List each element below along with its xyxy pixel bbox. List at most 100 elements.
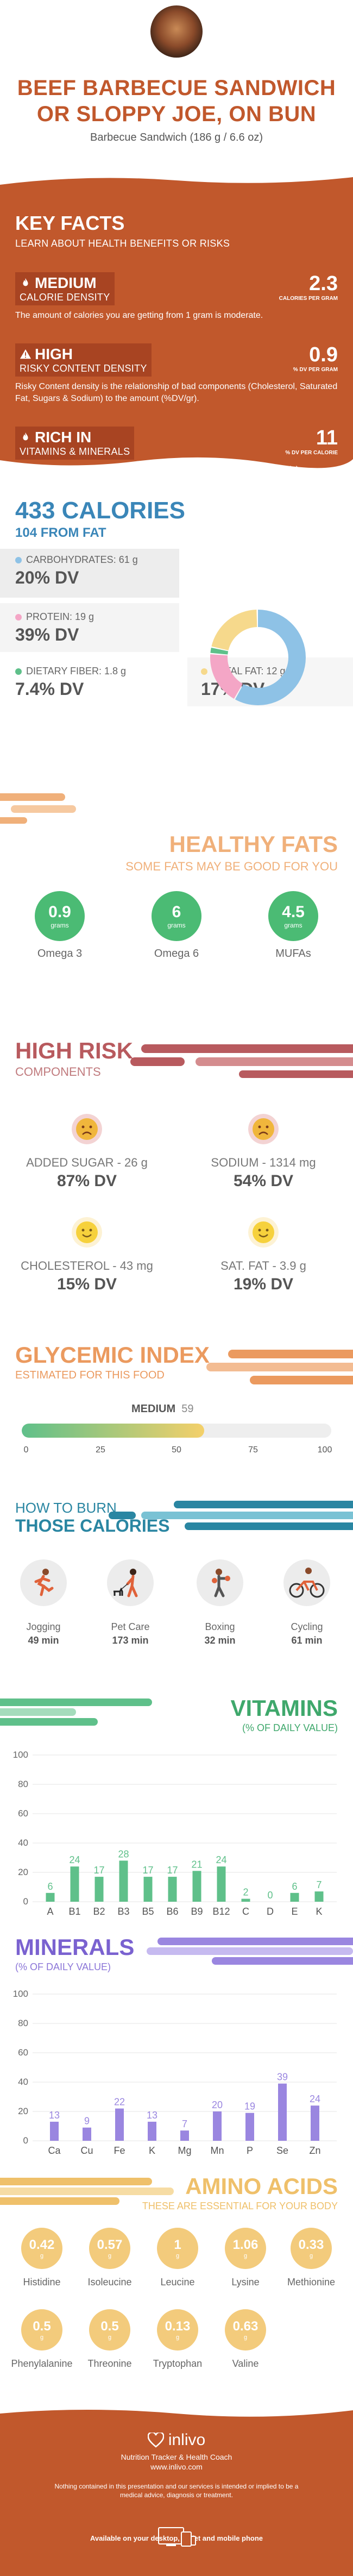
key-fact-risky-content: HIGH RISKY CONTENT DENSITY 0.9 % DV PER … bbox=[15, 343, 338, 405]
risk-dv: 54% DV bbox=[233, 1172, 294, 1190]
amino-item-isoleucine: 0.57 g Isoleucine bbox=[74, 2228, 145, 2288]
x-tick-label: B2 bbox=[93, 1906, 105, 1917]
protein-dot bbox=[15, 613, 22, 621]
amino-unit: g bbox=[108, 2253, 112, 2259]
bar-value-label: 21 bbox=[191, 1859, 202, 1870]
vitamins-bar-chart: 0204060801006A24B117B228B317B517B621B924… bbox=[13, 1750, 337, 1917]
amino-title: AMINO ACIDS bbox=[185, 2173, 338, 2199]
bar-value-label: 13 bbox=[147, 2110, 157, 2121]
boxing-icon bbox=[212, 1569, 230, 1597]
y-tick-label: 80 bbox=[18, 2018, 28, 2028]
glycemic-bar bbox=[22, 1424, 331, 1438]
calories-section: 433 CALORIES 104 FROM FAT CARBOHYDRATES:… bbox=[0, 473, 353, 831]
amino-name: Lysine bbox=[231, 2277, 260, 2287]
glycemic-tick: 100 bbox=[317, 1445, 332, 1455]
macro-carbohydrates: CARBOHYDRATES: 61 g 20% DV bbox=[15, 554, 138, 588]
high-risk-section: HIGH RISK COMPONENTS ADDED SUGAR - 26 g … bbox=[0, 1038, 353, 1342]
fire-icon bbox=[23, 278, 28, 286]
amino-value: 1.06 bbox=[232, 2237, 259, 2252]
x-tick-label: P bbox=[247, 2145, 253, 2156]
burn-circle bbox=[107, 1559, 154, 1606]
x-tick-label: E bbox=[291, 1906, 298, 1917]
amino-value: 1 bbox=[174, 2237, 181, 2252]
amino-acids-section: AMINO ACIDS THESE ARE ESSENTIAL FOR YOUR… bbox=[0, 2173, 353, 2418]
fat-value: 4.5 bbox=[282, 903, 305, 921]
page-title: BEEF BARBECUE SANDWICH OR SLOPPY JOE, ON… bbox=[0, 75, 353, 127]
brand-logo[interactable]: inlivo bbox=[0, 2418, 353, 2449]
bottom-wave-decoration bbox=[0, 457, 353, 473]
y-tick-label: 40 bbox=[18, 1838, 28, 1848]
y-tick-label: 0 bbox=[23, 1896, 28, 1907]
amino-name: Histidine bbox=[23, 2277, 61, 2287]
x-tick-label: B6 bbox=[166, 1906, 178, 1917]
x-tick-label: Zn bbox=[309, 2145, 320, 2156]
key-fact-name: RISKY CONTENT DENSITY bbox=[20, 363, 147, 374]
bar bbox=[148, 2121, 156, 2141]
amino-badge: 0.5 g bbox=[89, 2309, 130, 2351]
amino-name: Phenylalanine bbox=[11, 2358, 73, 2369]
fat-name: Omega 6 bbox=[154, 948, 199, 960]
macro-dv: 7.4% DV bbox=[15, 679, 84, 699]
fat-item-omega-3: 0.9 grams Omega 3 bbox=[19, 891, 100, 960]
burn-time: 173 min bbox=[112, 1635, 149, 1646]
bar bbox=[241, 1898, 250, 1902]
bar-value-label: 20 bbox=[212, 2099, 223, 2110]
key-fact-value-block: 11 % DV PER CALORIE bbox=[285, 427, 338, 456]
amino-item-phenylalanine: 0.5 g Phenylalanine bbox=[7, 2309, 77, 2370]
risk-label: SAT. FAT - 3.9 g bbox=[220, 1259, 306, 1273]
amino-name: Methionine bbox=[287, 2277, 336, 2287]
burn-time: 49 min bbox=[28, 1635, 59, 1646]
key-facts-title: KEY FACTS bbox=[15, 212, 125, 234]
risk-item-added-sugar: ADDED SUGAR - 26 g 87% DV bbox=[8, 1114, 166, 1190]
glycemic-level: MEDIUM bbox=[131, 1403, 176, 1415]
vitamins-stripe-decoration bbox=[0, 1698, 152, 1726]
fat-name: MUFAs bbox=[275, 948, 311, 960]
x-tick-label: K bbox=[316, 1906, 322, 1917]
bar bbox=[143, 1877, 153, 1902]
glycemic-tick: 25 bbox=[96, 1445, 105, 1455]
amino-unit: g bbox=[175, 2253, 180, 2259]
fiber-dot bbox=[15, 668, 22, 675]
footer-wave-decoration bbox=[0, 2410, 353, 2419]
sad-face-icon bbox=[248, 1114, 279, 1144]
high-risk-title: HIGH RISK bbox=[15, 1038, 134, 1063]
amino-item-lysine: 1.06 g Lysine bbox=[210, 2228, 281, 2288]
amino-badge: 0.57 g bbox=[89, 2228, 130, 2269]
burn-circle bbox=[283, 1559, 330, 1606]
carbs-dot bbox=[15, 556, 22, 563]
bar-value-label: 28 bbox=[118, 1848, 129, 1859]
x-tick-label: Se bbox=[276, 2145, 288, 2156]
vitamins-subtitle: (% OF DAILY VALUE) bbox=[242, 1722, 338, 1733]
key-fact-description: Risky Content density is the relationshi… bbox=[15, 382, 338, 403]
x-tick-label: Mn bbox=[210, 2145, 224, 2156]
fat-badge: 0.9 grams bbox=[35, 891, 85, 941]
key-facts-subtitle: LEARN ABOUT HEALTH BENEFITS OR RISKS bbox=[15, 238, 230, 249]
bar-value-label: 7 bbox=[182, 2119, 187, 2129]
key-fact-unit: % DV PER CALORIE bbox=[285, 450, 338, 456]
amino-badge: 0.63 g bbox=[225, 2309, 266, 2351]
minerals-section: MINERALS (% OF DAILY VALUE) 0 20 40 60 80 100… bbox=[0, 1934, 353, 2173]
burn-time: 32 min bbox=[204, 1635, 236, 1646]
glycemic-tick: 75 bbox=[248, 1445, 258, 1455]
x-tick-label: Fe bbox=[114, 2145, 125, 2156]
fat-dot bbox=[201, 668, 207, 675]
burn-title-line-2: THOSE CALORIES bbox=[15, 1516, 170, 1535]
serving-subtitle: Barbecue Sandwich (186 g / 6.6 oz) bbox=[90, 131, 263, 143]
footer: inlivo Nutrition Tracker & Health Coach … bbox=[0, 2410, 353, 2576]
fat-name: Omega 3 bbox=[37, 948, 83, 960]
high-risk-subtitle: COMPONENTS bbox=[15, 1065, 101, 1079]
x-tick-label: K bbox=[149, 2145, 155, 2156]
amino-name: Valine bbox=[232, 2358, 259, 2369]
glycemic-value: 59 bbox=[181, 1403, 194, 1415]
risk-stripe-decoration bbox=[130, 1044, 353, 1078]
macro-dv: 39% DV bbox=[15, 625, 79, 644]
glycemic-index-section: GLYCEMIC INDEX ESTIMATED FOR THIS FOOD M… bbox=[0, 1342, 353, 1500]
key-fact-unit: CALORIES PER GRAM bbox=[279, 296, 338, 302]
brand-url[interactable]: www.inlivo.com bbox=[150, 2462, 203, 2471]
bar-value-label: 17 bbox=[167, 1865, 178, 1876]
protein-band bbox=[0, 603, 179, 652]
fat-item-omega-6: 6 grams Omega 6 bbox=[136, 891, 217, 960]
amino-value: 0.63 bbox=[232, 2319, 259, 2334]
x-tick-label: B9 bbox=[191, 1906, 203, 1917]
